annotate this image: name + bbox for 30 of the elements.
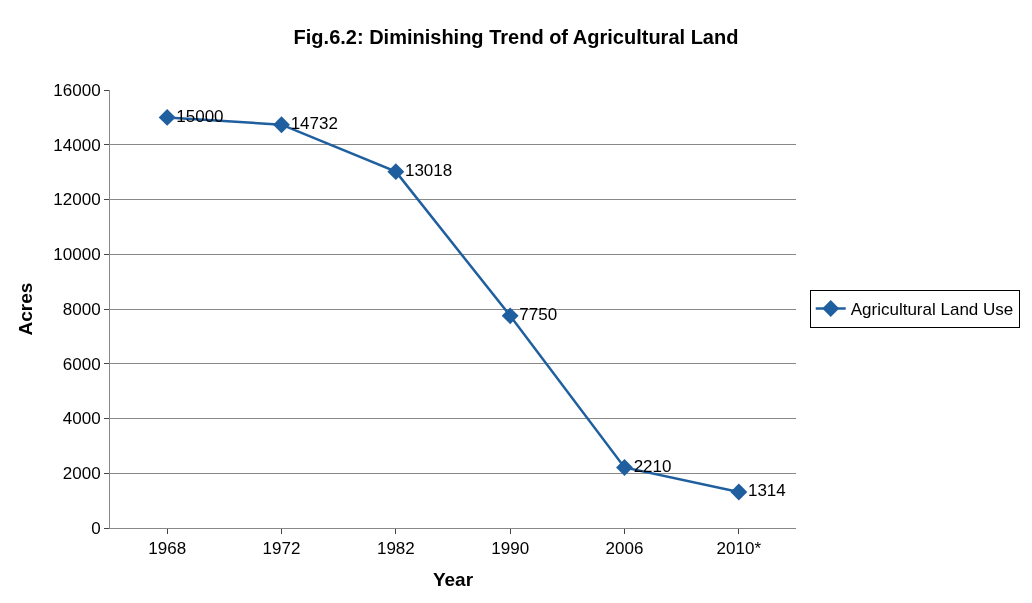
chart-title: Fig.6.2: Diminishing Trend of Agricultural Land <box>293 26 739 49</box>
x-tick-label: 1982 <box>376 539 415 559</box>
x-tick-label: 1990 <box>491 539 530 559</box>
x-tick-label: 1968 <box>148 539 187 559</box>
point <box>616 459 633 476</box>
data-label: 7750 <box>519 305 558 325</box>
data-label: 13018 <box>404 160 453 180</box>
y-axis-title: Acres <box>15 282 37 336</box>
y-tick-label: 16000 <box>53 80 101 100</box>
y-tick-label: 4000 <box>62 409 101 429</box>
data-label: 2210 <box>633 456 672 476</box>
y-tick-label: 2000 <box>62 464 101 484</box>
data-label: 1314 <box>747 481 786 501</box>
x-tick-label: 1972 <box>262 539 301 559</box>
legend-label: Agricultural Land Use <box>850 300 1014 320</box>
y-tick-label: 8000 <box>62 299 101 319</box>
point <box>730 483 748 501</box>
point <box>501 307 519 325</box>
point <box>158 108 176 126</box>
y-tick-label: 0 <box>91 518 101 538</box>
y-tick-label: 14000 <box>53 135 101 155</box>
x-tick-label: 2006 <box>605 539 644 559</box>
point <box>273 116 290 134</box>
x-tick-label: 2010* <box>716 539 762 559</box>
y-tick-label: 12000 <box>53 190 101 210</box>
y-tick-label: 10000 <box>53 245 101 265</box>
x-axis-title: Year <box>432 569 474 591</box>
y-tick-label: 6000 <box>62 354 101 374</box>
data-label: 14732 <box>290 113 338 133</box>
point <box>387 163 405 181</box>
